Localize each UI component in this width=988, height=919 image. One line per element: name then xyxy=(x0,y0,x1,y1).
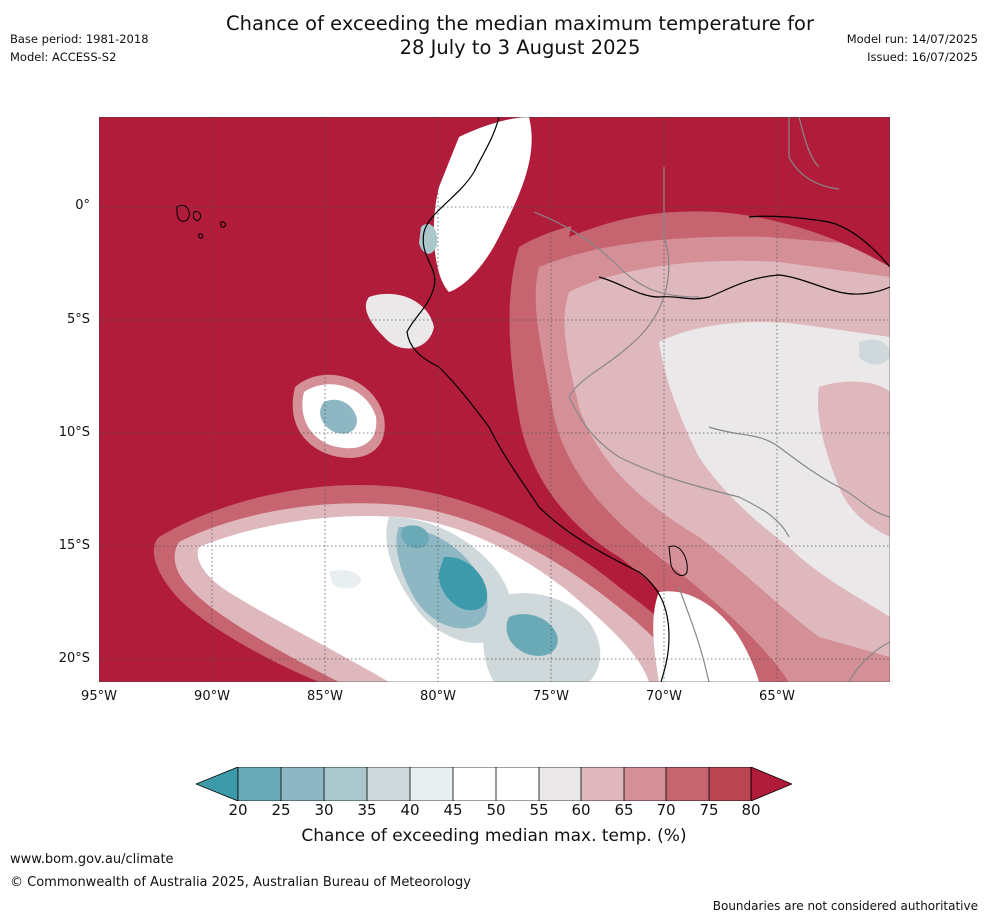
colorbar-label: Chance of exceeding median max. temp. (%… xyxy=(301,826,687,846)
forecast-map xyxy=(99,117,890,682)
lat-label-20s: 20°S xyxy=(58,651,90,666)
lon-label-75w: 75°W xyxy=(533,689,569,704)
region-white-galapagos-offshore xyxy=(365,293,434,349)
colorbar-tick-55: 55 xyxy=(529,801,549,819)
region-25-southwest xyxy=(438,556,488,611)
region-white-coastal-strip xyxy=(433,117,532,292)
colorbar-seg-70-75 xyxy=(666,767,709,801)
colorbar-seg-55-60 xyxy=(539,767,581,801)
colorbar-seg-45-50 xyxy=(453,767,496,801)
colorbar-tick-50: 50 xyxy=(486,801,506,819)
lat-label-15s: 15°S xyxy=(58,538,90,553)
title-line-1: Chance of exceeding the median maximum t… xyxy=(225,12,815,35)
colorbar-tick-80: 80 xyxy=(741,801,761,819)
coastline xyxy=(406,117,890,682)
lon-label-70w: 70°W xyxy=(646,689,682,704)
lat-label-0: 0° xyxy=(75,198,90,213)
footer-disclaimer: Boundaries are not considered authoritat… xyxy=(712,899,978,913)
colorbar-seg-25-30 xyxy=(281,767,324,801)
colorbar xyxy=(196,767,792,801)
region-cool-9s xyxy=(320,399,357,434)
lake-titicaca xyxy=(668,545,688,576)
lat-label-10s: 10°S xyxy=(58,425,90,440)
region-60-east-patch xyxy=(817,381,890,537)
colorbar-seg-30-35 xyxy=(324,767,367,801)
colorbar-seg-35-40 xyxy=(367,767,410,801)
colorbar-tick-25: 25 xyxy=(271,801,291,819)
model-run: Model run: 14/07/2025 xyxy=(846,32,978,46)
lon-label-80w: 80°W xyxy=(420,689,456,704)
lon-label-95w: 95°W xyxy=(81,689,117,704)
footer-url: www.bom.gov.au/climate xyxy=(10,852,174,867)
region-85-north-band xyxy=(569,117,890,267)
colorbar-arrow-high xyxy=(750,767,792,801)
colorbar-tick-30: 30 xyxy=(314,801,334,819)
region-50-east-spot xyxy=(859,339,890,365)
colorbar-tick-20: 20 xyxy=(228,801,248,819)
colorbar-arrow-low xyxy=(196,767,239,801)
lon-label-90w: 90°W xyxy=(194,689,230,704)
national-borders xyxy=(533,117,890,682)
region-45-west-spot xyxy=(329,569,361,589)
issued-date: Issued: 16/07/2025 xyxy=(867,50,978,64)
meta-left: Base period: 1981-2018 Model: ACCESS-S2 xyxy=(10,30,149,66)
colorbar-seg-60-65 xyxy=(581,767,624,801)
colorbar-seg-40-45 xyxy=(410,767,453,801)
meta-right: Model run: 14/07/2025 Issued: 16/07/2025 xyxy=(847,30,978,66)
footer-copyright: © Commonwealth of Australia 2025, Austra… xyxy=(10,875,471,890)
colorbar-tick-35: 35 xyxy=(357,801,377,819)
region-25-west xyxy=(401,525,429,549)
colorbar-seg-65-70 xyxy=(624,767,666,801)
colorbar-tick-45: 45 xyxy=(443,801,463,819)
lat-label-5s: 5°S xyxy=(66,312,90,327)
model-name: Model: ACCESS-S2 xyxy=(10,50,117,64)
map-title: Chance of exceeding the median maximum t… xyxy=(0,12,988,60)
colorbar-tick-75: 75 xyxy=(699,801,719,819)
region-south-cool-inner xyxy=(506,614,558,656)
lon-label-85w: 85°W xyxy=(307,689,343,704)
colorbar-seg-20-25 xyxy=(238,767,281,801)
colorbar-tick-65: 65 xyxy=(614,801,634,819)
title-line-2: 28 July to 3 August 2025 xyxy=(399,36,641,59)
base-period: Base period: 1981-2018 xyxy=(10,32,149,46)
colorbar-tick-40: 40 xyxy=(400,801,420,819)
colorbar-tick-70: 70 xyxy=(656,801,676,819)
colorbar-seg-75-80 xyxy=(709,767,751,801)
galapagos-islands xyxy=(176,204,226,239)
colorbar-tick-60: 60 xyxy=(571,801,591,819)
colorbar-seg-50-55 xyxy=(496,767,539,801)
lon-label-65w: 65°W xyxy=(759,689,795,704)
